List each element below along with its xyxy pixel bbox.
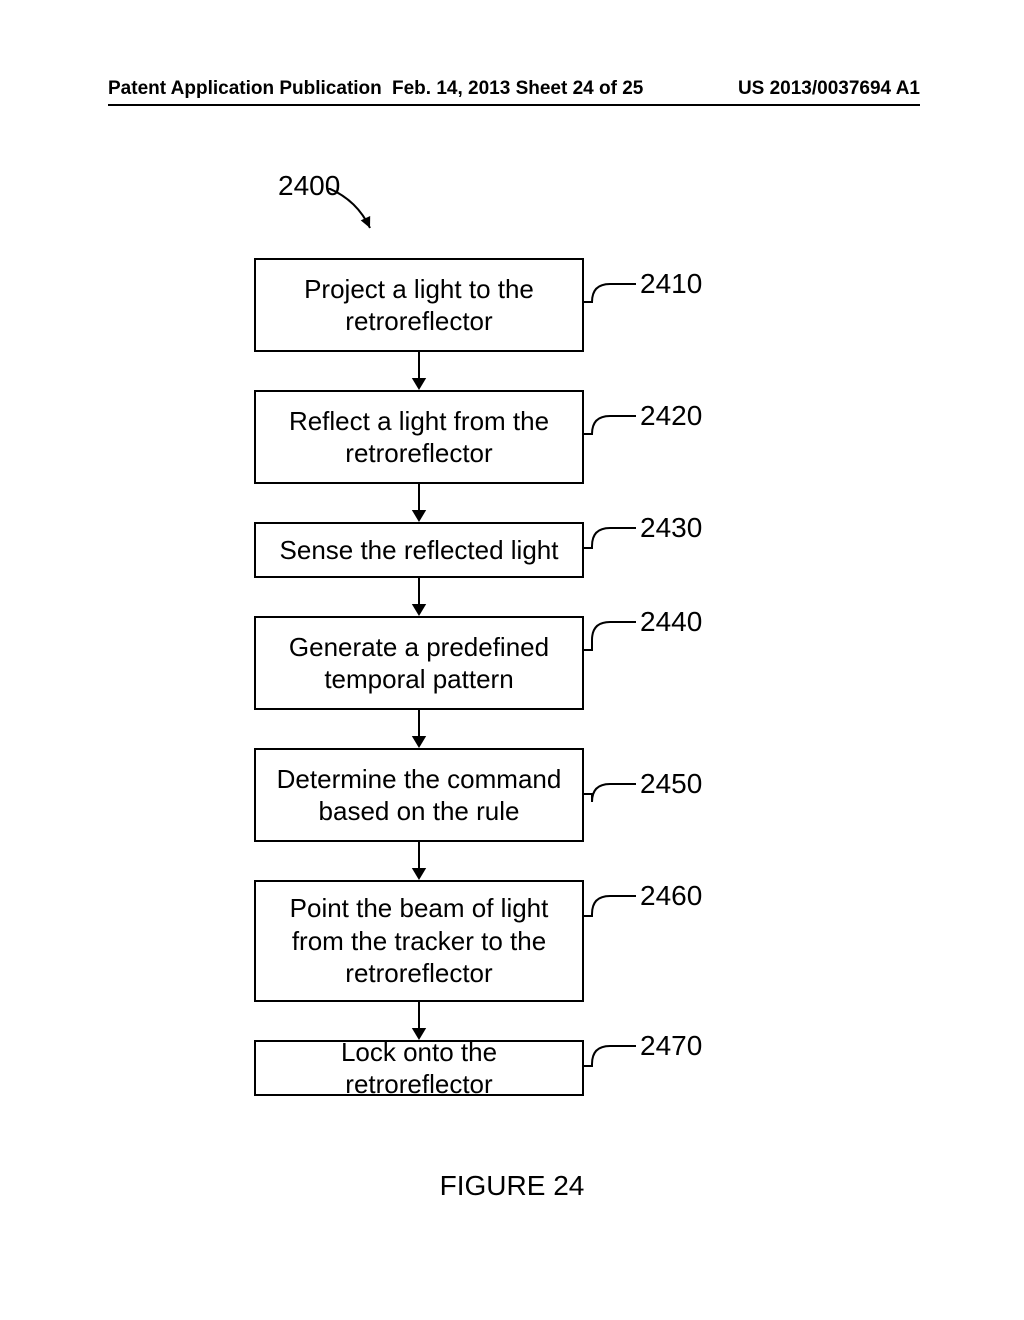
flowchart-step-refnum: 2410 bbox=[640, 268, 702, 300]
flowchart-step: Determine the commandbased on the rule bbox=[254, 748, 584, 842]
flowchart-step: Lock onto the retroreflector bbox=[254, 1040, 584, 1096]
flowchart-step-label: Project a light to theretroreflector bbox=[292, 273, 546, 338]
flowchart-step-refnum: 2470 bbox=[640, 1030, 702, 1062]
flowchart-arrow bbox=[407, 1002, 431, 1042]
flowchart-step-refnum: 2420 bbox=[640, 400, 702, 432]
flowchart-step-refnum: 2460 bbox=[640, 880, 702, 912]
flowchart-ref-arrow-icon bbox=[328, 188, 384, 242]
flowchart-step-refnum: 2440 bbox=[640, 606, 702, 638]
flowchart-arrow bbox=[407, 842, 431, 882]
figure-caption: FIGURE 24 bbox=[0, 1170, 1024, 1202]
flowchart-step-leader bbox=[584, 874, 640, 938]
flowchart-step-label: Generate a predefinedtemporal pattern bbox=[277, 631, 561, 696]
flowchart-diagram: 2400Project a light to theretroreflector… bbox=[0, 0, 1024, 1320]
flowchart-step: Generate a predefinedtemporal pattern bbox=[254, 616, 584, 710]
flowchart-step-label: Lock onto the retroreflector bbox=[256, 1036, 582, 1101]
flowchart-step-refnum: 2450 bbox=[640, 768, 702, 800]
flowchart-arrow bbox=[407, 578, 431, 618]
flowchart-step-leader bbox=[584, 762, 640, 816]
flowchart-step: Sense the reflected light bbox=[254, 522, 584, 578]
flowchart-arrow bbox=[407, 484, 431, 524]
flowchart-step-label: Point the beam of lightfrom the tracker … bbox=[278, 892, 561, 990]
flowchart-step: Point the beam of lightfrom the tracker … bbox=[254, 880, 584, 1002]
flowchart-arrow bbox=[407, 352, 431, 392]
flowchart-step: Reflect a light from theretroreflector bbox=[254, 390, 584, 484]
flowchart-step-leader bbox=[584, 506, 640, 570]
flowchart-step-leader bbox=[584, 262, 640, 324]
flowchart-step: Project a light to theretroreflector bbox=[254, 258, 584, 352]
flowchart-step-label: Sense the reflected light bbox=[268, 534, 571, 567]
flowchart-step-label: Reflect a light from theretroreflector bbox=[277, 405, 561, 470]
flowchart-step-leader bbox=[584, 600, 640, 672]
flowchart-step-refnum: 2430 bbox=[640, 512, 702, 544]
flowchart-step-leader bbox=[584, 394, 640, 456]
flowchart-step-label: Determine the commandbased on the rule bbox=[265, 763, 574, 828]
flowchart-arrow bbox=[407, 710, 431, 750]
page-root: Patent Application Publication Feb. 14, … bbox=[0, 0, 1024, 1320]
flowchart-step-leader bbox=[584, 1024, 640, 1088]
